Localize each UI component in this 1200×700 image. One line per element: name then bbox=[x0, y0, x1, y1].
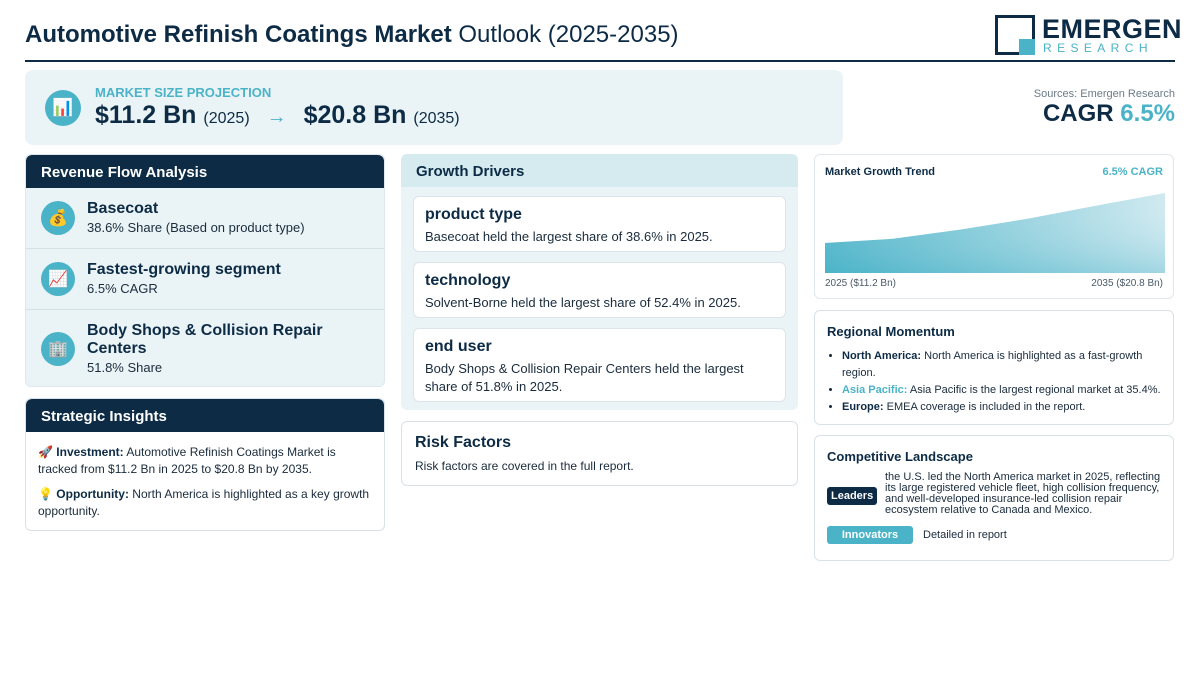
investment-label: Investment: bbox=[56, 445, 124, 459]
driver-card-text: Body Shops & Collision Repair Centers he… bbox=[425, 361, 744, 394]
projection-values: $11.2 Bn (2025) → $20.8 Bn (2035) bbox=[95, 101, 460, 130]
page-title-main: Automotive Refinish Coatings Market bbox=[25, 21, 452, 48]
projection-label: MARKET SIZE PROJECTION bbox=[95, 85, 272, 100]
investment-text: Automotive Refinish Coatings Market is t… bbox=[38, 445, 336, 476]
growth-drivers-panel: Growth Drivers product type Basecoat hel… bbox=[401, 154, 798, 410]
opportunity-insight: 💡 Opportunity: North America is highligh… bbox=[38, 486, 374, 520]
risk-factors-panel: Risk Factors Risk factors are covered in… bbox=[401, 421, 798, 486]
logo-sub-text: RESEARCH bbox=[1043, 41, 1153, 55]
competitive-landscape-panel: Competitive Landscape Leaders the U.S. l… bbox=[814, 435, 1174, 561]
driver-card-text: Basecoat held the largest share of 38.6%… bbox=[425, 229, 713, 244]
risk-factors-text: Risk factors are covered in the full rep… bbox=[415, 459, 634, 473]
trend-start-label: 2025 ($11.2 Bn) bbox=[825, 278, 896, 289]
driver-card-text: Solvent-Borne held the largest share of … bbox=[425, 295, 741, 310]
chart-increasing-icon: 📈 bbox=[41, 262, 75, 296]
logo-mark-icon bbox=[995, 15, 1035, 55]
region-label: North America: bbox=[842, 350, 922, 362]
sources-text: Sources: Emergen Research bbox=[1033, 88, 1175, 100]
regional-momentum-panel: Regional Momentum North America: North A… bbox=[814, 310, 1174, 425]
driver-card-title: end user bbox=[425, 338, 492, 355]
cagr-label: CAGR bbox=[1042, 100, 1114, 127]
start-value: $11.2 Bn bbox=[95, 101, 197, 129]
trend-area-shade bbox=[825, 193, 1165, 273]
cagr-value: 6.5% bbox=[1120, 100, 1175, 127]
regional-list: North America: North America is highligh… bbox=[842, 348, 1164, 416]
region-text: Asia Pacific is the largest regional mar… bbox=[909, 384, 1161, 396]
region-text: North America is highlighted as a fast-g… bbox=[842, 350, 1143, 379]
header: Automotive Refinish Coatings Market Outl… bbox=[25, 12, 1182, 62]
revenue-item-basecoat: 💰 Basecoat 38.6% Share (Based on product… bbox=[26, 188, 384, 249]
driver-card-end-user: end user Body Shops & Collision Repair C… bbox=[413, 328, 786, 402]
revenue-flow-panel: Revenue Flow Analysis 💰 Basecoat 38.6% S… bbox=[25, 154, 385, 387]
revenue-item-title: Basecoat bbox=[87, 200, 159, 217]
logo-main-text: EMERGEN bbox=[1042, 14, 1183, 44]
market-growth-trend-panel: Market Growth Trend 6.5% CAGR 2025 ($11.… bbox=[814, 154, 1174, 299]
regional-title: Regional Momentum bbox=[827, 324, 955, 339]
innovators-text: Detailed in report bbox=[923, 529, 1007, 541]
trend-end-label: 2035 ($20.8 Bn) bbox=[1091, 278, 1163, 289]
growth-drivers-title: Growth Drivers bbox=[401, 154, 798, 187]
light-bulb-icon: 💡 bbox=[38, 487, 53, 501]
bar-chart-icon: 📊 bbox=[45, 90, 81, 126]
trend-cagr: 6.5% CAGR bbox=[1102, 166, 1163, 178]
revenue-item-body-shops: 🏢 Body Shops & Collision Repair Centers … bbox=[26, 310, 384, 386]
risk-factors-title: Risk Factors bbox=[415, 434, 512, 451]
start-year: (2025) bbox=[203, 110, 250, 127]
investment-insight: 🚀 Investment: Automotive Refinish Coatin… bbox=[38, 444, 374, 478]
region-text: EMEA coverage is included in the report. bbox=[886, 401, 1086, 413]
revenue-item-title: Body Shops & Collision Repair Centers bbox=[87, 322, 323, 357]
arrow-right-icon: → bbox=[266, 106, 287, 128]
opportunity-label: Opportunity: bbox=[56, 487, 129, 501]
rocket-icon: 🚀 bbox=[38, 445, 53, 459]
region-europe: Europe: EMEA coverage is included in the… bbox=[842, 399, 1164, 416]
competitive-title: Competitive Landscape bbox=[827, 449, 973, 464]
money-bag-icon: 💰 bbox=[41, 201, 75, 235]
growth-area-chart bbox=[825, 193, 1165, 273]
leaders-badge: Leaders bbox=[827, 487, 878, 505]
revenue-item-subtitle: 51.8% Share bbox=[87, 360, 163, 375]
page-title-suffix: Outlook (2025-2035) bbox=[458, 21, 679, 48]
end-year: (2035) bbox=[413, 110, 460, 127]
opportunity-text: North America is highlighted as a key gr… bbox=[38, 487, 370, 518]
strategic-insights-panel: Strategic Insights 🚀 Investment: Automot… bbox=[25, 398, 385, 531]
driver-card-title: technology bbox=[425, 272, 511, 289]
driver-card-title: product type bbox=[425, 206, 522, 223]
cagr-summary: CAGR 6.5% bbox=[1043, 100, 1175, 128]
region-asia-pacific: Asia Pacific: Asia Pacific is the larges… bbox=[842, 382, 1164, 399]
market-size-projection: 📊 MARKET SIZE PROJECTION $11.2 Bn (2025)… bbox=[25, 70, 843, 145]
revenue-item-fastest-growing: 📈 Fastest-growing segment 6.5% CAGR bbox=[26, 249, 384, 310]
driver-card-product-type: product type Basecoat held the largest s… bbox=[413, 196, 786, 252]
emergen-logo[interactable]: EMERGEN RESEARCH bbox=[995, 14, 1182, 56]
revenue-item-subtitle: 38.6% Share (Based on product type) bbox=[87, 220, 305, 235]
end-value: $20.8 Bn bbox=[303, 101, 407, 129]
leaders-text: the U.S. led the North America market in… bbox=[885, 471, 1161, 516]
region-label: Asia Pacific: bbox=[842, 384, 908, 396]
region-label: Europe: bbox=[842, 401, 884, 413]
page-title: Automotive Refinish Coatings Market Outl… bbox=[25, 21, 679, 49]
office-building-icon: 🏢 bbox=[41, 332, 75, 366]
region-north-america: North America: North America is highligh… bbox=[842, 348, 1164, 382]
revenue-item-title: Fastest-growing segment bbox=[87, 261, 281, 278]
revenue-flow-title: Revenue Flow Analysis bbox=[26, 155, 384, 188]
strategic-insights-title: Strategic Insights bbox=[26, 399, 384, 432]
revenue-item-subtitle: 6.5% CAGR bbox=[87, 281, 158, 296]
trend-title: Market Growth Trend bbox=[825, 166, 936, 178]
innovators-badge: Innovators bbox=[827, 526, 913, 544]
driver-card-technology: technology Solvent-Borne held the larges… bbox=[413, 262, 786, 318]
